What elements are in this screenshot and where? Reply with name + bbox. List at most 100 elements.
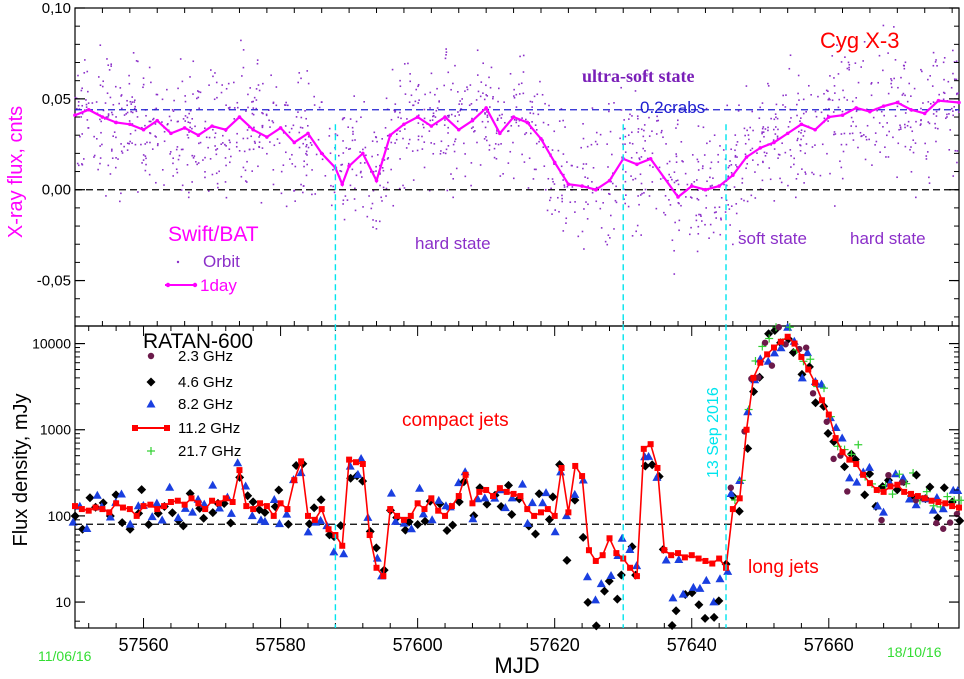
bat-1day-point <box>292 140 297 145</box>
bat-orbit-point <box>671 178 673 181</box>
bat-orbit-point <box>652 166 654 168</box>
marker-11-2ghz <box>585 547 592 554</box>
bat-orbit-point <box>233 81 235 84</box>
bat-orbit-point <box>120 94 123 96</box>
bat-orbit-point <box>696 158 699 161</box>
bat-orbit-point <box>333 191 336 194</box>
bat-orbit-point <box>736 156 738 158</box>
bat-orbit-point <box>144 124 146 127</box>
marker-8-2ghz <box>173 513 183 522</box>
bat-orbit-point <box>400 117 402 120</box>
bat-orbit-point <box>688 233 691 236</box>
marker-4-6ghz <box>304 519 314 529</box>
bat-orbit-point <box>414 100 417 103</box>
bat-orbit-point <box>911 130 914 133</box>
radio-y-tick-label: 100 <box>48 508 72 524</box>
bat-orbit-point <box>675 155 678 158</box>
bat-orbit-point <box>305 117 307 120</box>
bat-orbit-point <box>198 142 200 145</box>
bat-orbit-point <box>697 199 700 201</box>
bat-orbit-point <box>776 137 779 139</box>
marker-4-6ghz <box>530 529 540 539</box>
bat-orbit-point <box>349 184 352 187</box>
bat-orbit-point <box>610 180 612 183</box>
bat-orbit-point <box>443 84 446 87</box>
bat-orbit-point <box>99 84 102 87</box>
bat-orbit-point <box>375 220 377 222</box>
bat-orbit-point <box>150 81 152 84</box>
bat-orbit-point <box>309 141 312 144</box>
bat-orbit-point <box>242 137 245 140</box>
bat-orbit-point <box>255 88 258 90</box>
bat-1day-line <box>74 99 960 199</box>
marker-11-2ghz <box>263 503 270 510</box>
mjd-x-tick-label: 57560 <box>118 635 168 655</box>
bat-orbit-point <box>245 110 247 112</box>
bat-orbit-point <box>909 148 911 151</box>
bat-orbit-point <box>636 224 639 227</box>
bat-orbit-point <box>475 99 478 101</box>
bat-orbit-point <box>447 116 450 118</box>
bat-orbit-point <box>709 223 712 226</box>
bat-orbit-point <box>472 126 474 128</box>
bat-orbit-point <box>235 145 238 148</box>
marker-2-3ghz <box>755 374 762 381</box>
bat-orbit-point <box>743 127 746 130</box>
bat-orbit-point <box>497 143 500 146</box>
bat-orbit-point <box>635 230 637 233</box>
bat-orbit-point <box>500 143 502 145</box>
bat-orbit-point <box>934 127 937 129</box>
bat-orbit-point <box>391 68 394 71</box>
bat-orbit-point <box>251 170 254 172</box>
bat-orbit-point <box>114 85 117 88</box>
bat-orbit-point <box>546 209 549 212</box>
bat-orbit-point <box>275 104 278 107</box>
bat-orbit-point <box>435 109 438 112</box>
bat-orbit-point <box>730 205 733 207</box>
bat-1day-point <box>731 173 735 177</box>
marker-11-2ghz <box>709 560 716 567</box>
bat-orbit-point <box>280 192 283 195</box>
bat-orbit-point <box>204 171 206 173</box>
bat-orbit-point <box>932 51 935 54</box>
bat-orbit-point <box>134 129 137 132</box>
bat-1day-point <box>689 184 694 188</box>
bat-orbit-point <box>121 152 124 154</box>
bat-orbit-point <box>851 132 854 135</box>
bat-orbit-point <box>702 126 705 129</box>
marker-8-2ghz <box>644 451 654 460</box>
bat-orbit-point <box>675 153 677 155</box>
marker-11-2ghz <box>825 411 832 418</box>
bat-orbit-point <box>745 167 747 170</box>
bat-orbit-point <box>595 131 598 134</box>
marker-8-2ghz <box>802 348 812 357</box>
bat-orbit-point <box>370 207 373 210</box>
bat-orbit-point <box>531 121 533 123</box>
bat-orbit-point <box>123 145 125 148</box>
bat-orbit-point <box>796 139 799 142</box>
bat-orbit-point <box>627 205 630 208</box>
bat-orbit-point <box>224 143 226 146</box>
bat-orbit-point <box>696 179 698 181</box>
bat-orbit-point <box>464 153 466 155</box>
marker-8-2ghz <box>92 490 102 499</box>
bat-orbit-point <box>448 114 450 117</box>
bat-orbit-point <box>408 138 411 141</box>
marker-4-6ghz <box>955 516 964 526</box>
bat-orbit-point <box>85 99 87 101</box>
bat-orbit-point <box>131 142 133 144</box>
bat-1day-point <box>347 164 351 168</box>
marker-4-6ghz <box>534 489 544 499</box>
marker-11-2ghz <box>373 564 380 571</box>
bat-orbit-point <box>371 202 374 205</box>
bat-orbit-point <box>777 157 779 159</box>
bat-orbit-point <box>349 118 352 120</box>
bat-orbit-point <box>553 183 556 185</box>
bat-orbit-point <box>476 141 478 144</box>
bat-orbit-point <box>161 169 164 171</box>
bat-orbit-point <box>565 222 567 224</box>
bat-orbit-point <box>428 189 431 192</box>
bat-orbit-point <box>920 123 922 125</box>
radio-points <box>68 322 964 631</box>
bat-orbit-point <box>397 116 400 119</box>
